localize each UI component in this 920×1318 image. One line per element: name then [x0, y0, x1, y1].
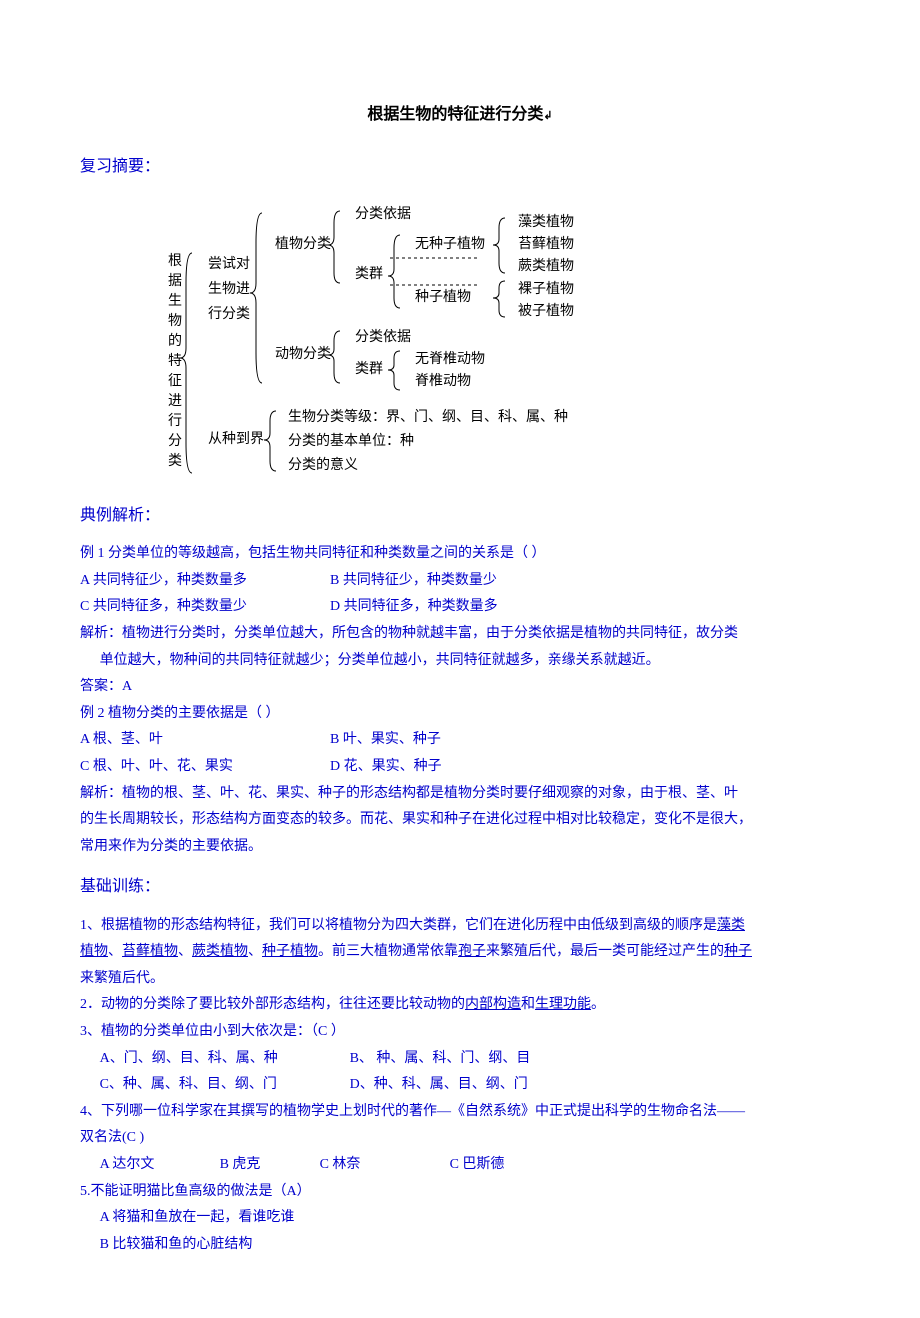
- title-text: 根据生物的特征进行分类: [367, 106, 543, 123]
- classification-diagram: 根 据 生 物 的 特 征 进 行 分 类 尝试对 生物进 行分类 植物分类 分…: [80, 193, 840, 483]
- ex2-question: 例 2 植物分类的主要依据是（ ）: [80, 701, 840, 728]
- q3-row2: C、种、属、科、目、纲、门 D、种、科、属、目、纲、门: [80, 1072, 840, 1099]
- svg-text:根: 根: [168, 253, 182, 269]
- ex1-opt-d: D 共同特征多，种类数量多: [330, 594, 498, 621]
- svg-text:类群: 类群: [355, 266, 383, 282]
- svg-text:类群: 类群: [355, 361, 383, 377]
- svg-text:征: 征: [168, 373, 182, 389]
- svg-text:分类的基本单位：种: 分类的基本单位：种: [288, 432, 414, 449]
- ex2-opt-c: C 根、叶、叶、花、果实: [80, 754, 330, 781]
- q4-opt-b: B 虎克: [220, 1152, 320, 1179]
- svg-text:分类依据: 分类依据: [355, 206, 411, 222]
- svg-text:分类的意义: 分类的意义: [288, 456, 358, 473]
- ex2-explain-l1: 解析：植物的根、茎、叶、花、果实、种子的形态结构都是植物分类时要仔细观察的对象，…: [80, 781, 840, 808]
- q3-opt-d: D、种、科、属、目、纲、门: [350, 1072, 528, 1099]
- ex1-explain-l1: 解析：植物进行分类时，分类单位越大，所包含的物种就越丰富，由于分类依据是植物的共…: [80, 621, 840, 648]
- q5-question: 5.不能证明猫比鱼高级的做法是（A）: [80, 1179, 840, 1206]
- ex2-explain-l2: 的生长周期较长，形态结构方面变态的较多。而花、果实和种子在进化过程中相对比较稳定…: [80, 807, 840, 834]
- ex1-options-row2: C 共同特征多，种类数量少 D 共同特征多，种类数量多: [80, 594, 840, 621]
- svg-text:分类依据: 分类依据: [355, 329, 411, 345]
- q1-line2: 植物、苔藓植物、蕨类植物、种子植物。前三大植物通常依靠孢子来繁殖后代，最后一类可…: [80, 939, 840, 966]
- svg-text:行: 行: [168, 413, 182, 429]
- page-title: 根据生物的特征进行分类↲: [80, 100, 840, 130]
- svg-text:裸子植物: 裸子植物: [518, 281, 574, 297]
- svg-text:特: 特: [168, 353, 182, 369]
- q3-opt-b: B、 种、属、科、门、纲、目: [350, 1046, 531, 1073]
- ex1-opt-a: A 共同特征少，种类数量多: [80, 568, 330, 595]
- ex1-answer: 答案：A: [80, 674, 840, 701]
- svg-text:生物进: 生物进: [208, 281, 250, 297]
- svg-text:类: 类: [168, 453, 182, 469]
- q4-options: A 达尔文 B 虎克 C 林奈 C 巴斯德: [80, 1152, 840, 1179]
- ex2-options-row1: A 根、茎、叶 B 叶、果实、种子: [80, 727, 840, 754]
- q1-line3: 来繁殖后代。: [80, 966, 840, 993]
- ex1-opt-c: C 共同特征多，种类数量少: [80, 594, 330, 621]
- q4-opt-a: A 达尔文: [100, 1152, 220, 1179]
- svg-text:的: 的: [168, 333, 182, 349]
- ex2-opt-b: B 叶、果实、种子: [330, 727, 441, 754]
- ex1-opt-b: B 共同特征少，种类数量少: [330, 568, 497, 595]
- section-summary-header: 复习摘要：: [80, 152, 840, 182]
- q3-opt-c: C、种、属、科、目、纲、门: [100, 1072, 350, 1099]
- q2: 2．动物的分类除了要比较外部形态结构，往往还要比较动物的内部构造和生理功能。: [80, 992, 840, 1019]
- section-examples-header: 典例解析：: [80, 501, 840, 531]
- svg-text:藻类植物: 藻类植物: [518, 214, 574, 230]
- svg-text:被子植物: 被子植物: [518, 303, 574, 319]
- svg-text:从种到界: 从种到界: [208, 431, 264, 447]
- svg-text:生: 生: [168, 293, 182, 309]
- q1-line1: 1、根据植物的形态结构特征，我们可以将植物分为四大类群，它们在进化历程中由低级到…: [80, 913, 840, 940]
- ex2-opt-a: A 根、茎、叶: [80, 727, 330, 754]
- svg-text:进: 进: [168, 393, 182, 409]
- svg-text:植物分类: 植物分类: [275, 236, 331, 252]
- svg-text:据: 据: [168, 273, 182, 289]
- svg-text:蕨类植物: 蕨类植物: [518, 258, 574, 274]
- ex2-opt-d: D 花、果实、种子: [330, 754, 442, 781]
- ex1-options-row1: A 共同特征少，种类数量多 B 共同特征少，种类数量少: [80, 568, 840, 595]
- ex1-question: 例 1 分类单位的等级越高，包括生物共同特征和种类数量之间的关系是（ ）: [80, 541, 840, 568]
- svg-text:生物分类等级：界、门、纲、目、科、属、种: 生物分类等级：界、门、纲、目、科、属、种: [288, 408, 568, 425]
- q3-question: 3、植物的分类单位由小到大依次是：（C ）: [80, 1019, 840, 1046]
- section-training-header: 基础训练：: [80, 872, 840, 902]
- ex2-options-row2: C 根、叶、叶、花、果实 D 花、果实、种子: [80, 754, 840, 781]
- svg-text:动物分类: 动物分类: [275, 346, 331, 362]
- q4-opt-d: C 巴斯德: [450, 1152, 505, 1179]
- q3-opt-a: A、门、纲、目、科、属、种: [100, 1046, 350, 1073]
- svg-text:苔藓植物: 苔藓植物: [518, 235, 574, 252]
- q4-line2: 双名法(C ): [80, 1125, 840, 1152]
- svg-text:尝试对: 尝试对: [208, 256, 250, 272]
- svg-text:分: 分: [168, 433, 182, 449]
- svg-text:行分类: 行分类: [208, 306, 250, 322]
- svg-text:物: 物: [168, 313, 182, 329]
- ex2-explain-l3: 常用来作为分类的主要依据。: [80, 834, 840, 861]
- q5-opt-a: A 将猫和鱼放在一起，看谁吃谁: [80, 1205, 840, 1232]
- title-suffix: ↲: [543, 110, 552, 122]
- q5-opt-b: B 比较猫和鱼的心脏结构: [80, 1232, 840, 1259]
- svg-text:无种子植物: 无种子植物: [415, 236, 485, 252]
- svg-text:种子植物: 种子植物: [415, 289, 471, 305]
- q4-line1: 4、下列哪一位科学家在其撰写的植物学史上划时代的著作—《自然系统》中正式提出科学…: [80, 1099, 840, 1126]
- q4-opt-c: C 林奈: [320, 1152, 450, 1179]
- q3-row1: A、门、纲、目、科、属、种 B、 种、属、科、门、纲、目: [80, 1046, 840, 1073]
- svg-text:脊椎动物: 脊椎动物: [415, 373, 471, 389]
- svg-text:无脊椎动物: 无脊椎动物: [415, 351, 485, 367]
- ex1-explain-l2: 单位越大，物种间的共同特征就越少；分类单位越小，共同特征就越多，亲缘关系就越近。: [80, 648, 840, 675]
